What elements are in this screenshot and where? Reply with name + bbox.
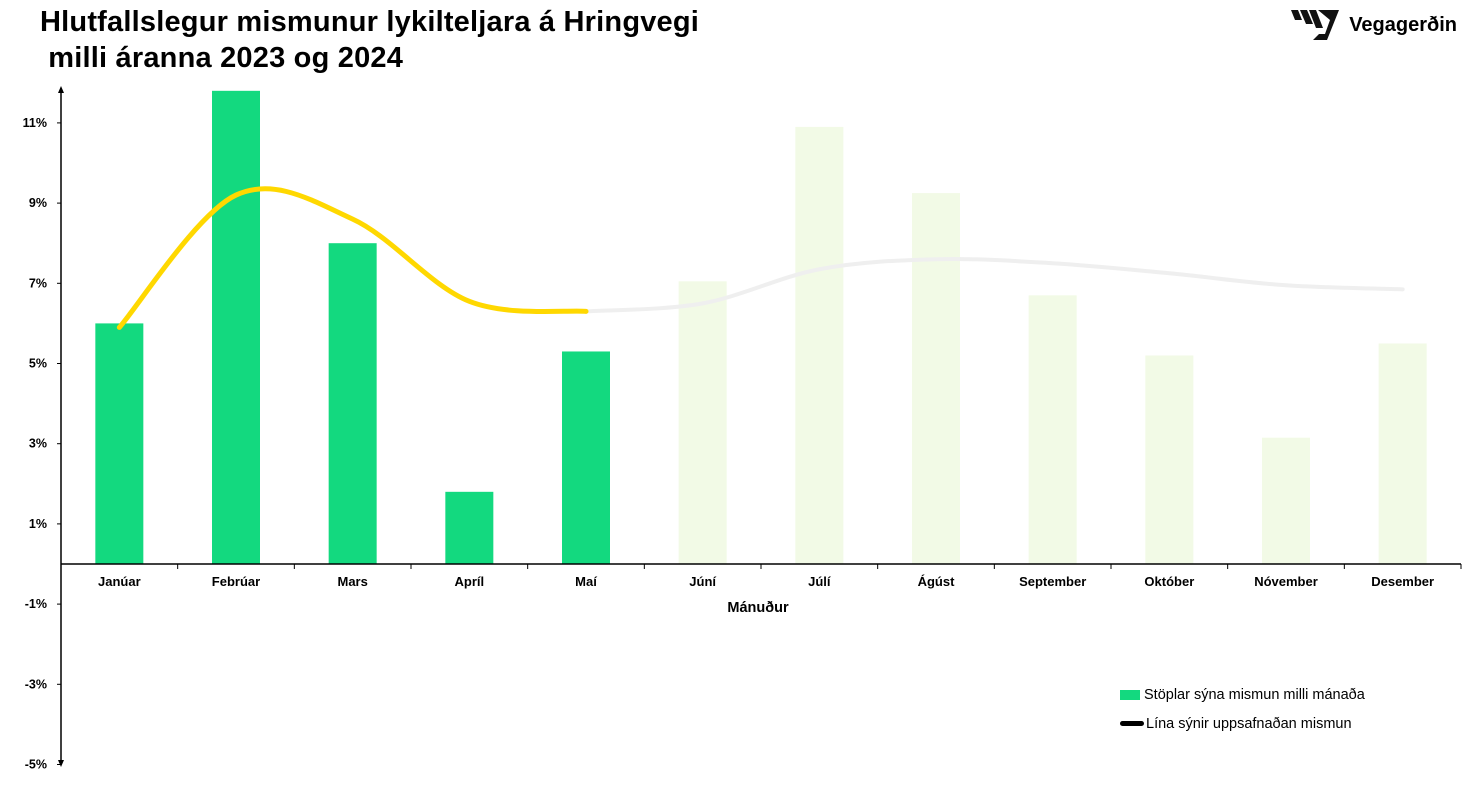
- legend-line-swatch: [1120, 721, 1144, 726]
- bar-2: [212, 90, 260, 564]
- chart-title: Hlutfallslegur mismunur lykilteljara á H…: [40, 4, 699, 76]
- logo-text: Vegagerðin: [1349, 13, 1457, 36]
- y-tick-label: 5%: [29, 357, 47, 371]
- chart-title-line-2: milli áranna 2023 og 2024: [40, 42, 404, 74]
- bar-10: [1145, 355, 1194, 564]
- bar-5: [562, 351, 610, 564]
- x-tick-label: Nóvember: [1254, 574, 1318, 589]
- legend-line-label: Lína sýnir uppsafnaðan mismun: [1146, 715, 1352, 732]
- y-tick-label: -5%: [25, 758, 47, 772]
- y-axis-arrow-bottom: [58, 760, 64, 767]
- y-tick-label: 11%: [23, 116, 47, 130]
- bar-1: [95, 323, 144, 564]
- line-actual: [116, 186, 589, 330]
- x-tick-label: September: [1019, 574, 1086, 589]
- y-tick-label: -1%: [25, 597, 47, 611]
- bar-4: [445, 491, 494, 564]
- x-tick-label: Apríl: [455, 574, 485, 589]
- y-tick-label: -3%: [25, 677, 47, 691]
- legend: Stöplar sýna mismun milli mánaða Lína sý…: [1120, 680, 1365, 738]
- y-tick-label: 3%: [29, 437, 47, 451]
- y-axis-arrow-top: [58, 86, 64, 93]
- vegagerdin-logo: Vegagerðin: [1289, 8, 1457, 42]
- x-tick-label: Desember: [1371, 574, 1434, 589]
- legend-bar-swatch: [1120, 689, 1140, 700]
- vegagerdin-stripes-logo-icon: [1291, 10, 1340, 40]
- bar-12: [1378, 343, 1427, 564]
- x-tick-label: Júlí: [808, 574, 831, 589]
- legend-item-bars: Stöplar sýna mismun milli mánaða: [1120, 680, 1365, 709]
- bar-8: [912, 193, 960, 564]
- line-forecast: [584, 257, 1405, 314]
- x-tick-label: Október: [1144, 574, 1194, 589]
- x-tick-label: Ágúst: [918, 574, 956, 589]
- bar-6: [678, 281, 727, 564]
- x-tick-label: Mars: [337, 574, 367, 589]
- y-tick-label: 9%: [29, 196, 47, 210]
- bar-7: [795, 126, 844, 564]
- chart-title-line-1: Hlutfallslegur mismunur lykilteljara á H…: [40, 6, 700, 38]
- bar-9: [1028, 295, 1077, 564]
- bar-3: [328, 243, 377, 564]
- legend-item-line: Lína sýnir uppsafnaðan mismun: [1120, 709, 1365, 738]
- x-tick-label: Maí: [575, 574, 597, 589]
- legend-bars-label: Stöplar sýna mismun milli mánaða: [1144, 686, 1365, 703]
- y-tick-label: 1%: [29, 517, 47, 531]
- x-tick-label: Febrúar: [212, 574, 260, 589]
- x-tick-label: Janúar: [98, 574, 141, 589]
- y-tick-label: 7%: [29, 276, 47, 290]
- x-tick-label: Júní: [689, 574, 716, 589]
- bar-11: [1262, 437, 1310, 564]
- x-axis-label: Mánuður: [727, 600, 789, 616]
